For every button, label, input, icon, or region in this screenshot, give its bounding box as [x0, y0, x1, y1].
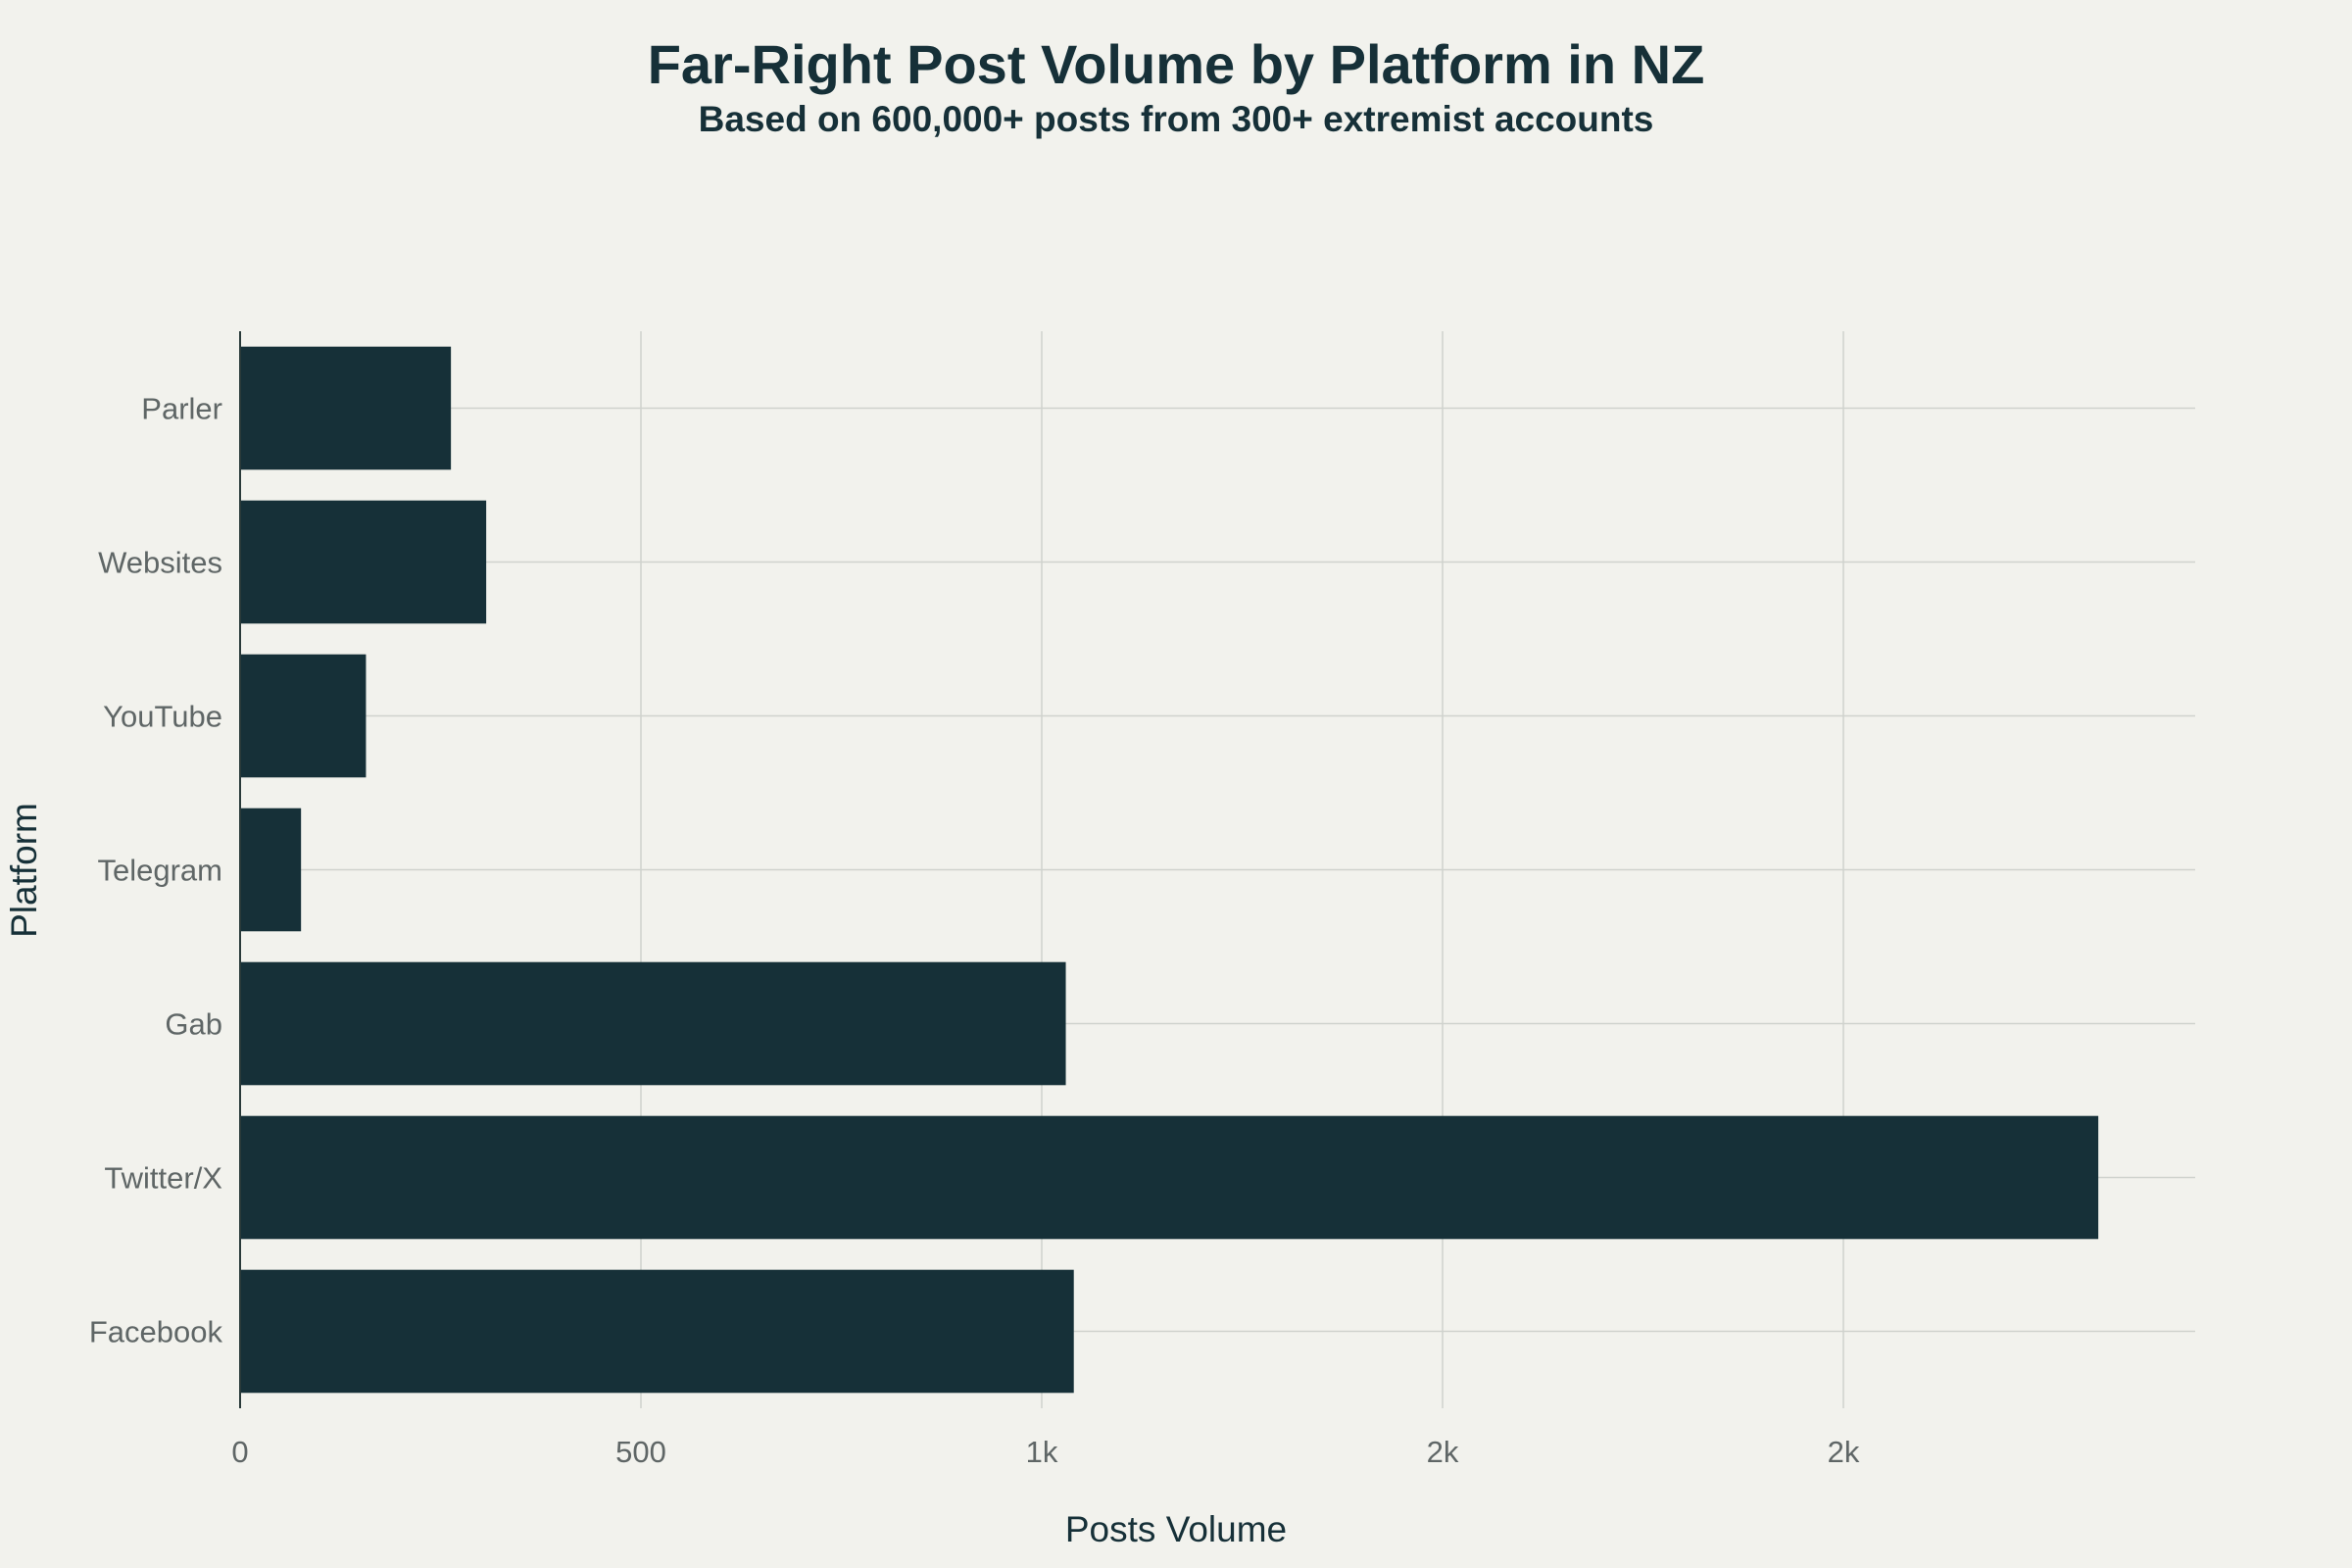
x-tick-label: 2k [1828, 1435, 1860, 1469]
x-axis-title: Posts Volume [1065, 1509, 1287, 1549]
y-axis-title: Platform [4, 803, 44, 938]
chart-title: Far-Right Post Volume by Platform in NZ [648, 33, 1705, 95]
y-tick-labels: Facebook Twitter/X Gab Telegram YouTube Websi… [89, 392, 223, 1349]
y-tick-label: Websites [98, 546, 222, 580]
bar-facebook [240, 1269, 1074, 1394]
bar-youtube [240, 654, 367, 778]
bars [240, 346, 2099, 1394]
x-tick-labels: 0 500 1k 2k 2k [231, 1435, 1859, 1469]
y-tick-label: Telegram [98, 854, 223, 888]
bar-telegram [240, 808, 302, 932]
x-tick-label: 500 [615, 1435, 666, 1469]
bar-twitter-x [240, 1115, 2099, 1240]
y-tick-label: Gab [165, 1007, 222, 1042]
bar-websites [240, 500, 487, 624]
y-tick-label: Twitter/X [104, 1161, 222, 1196]
y-tick-label: Facebook [89, 1315, 223, 1349]
x-tick-label: 1k [1026, 1435, 1058, 1469]
y-tick-label: Parler [141, 392, 222, 426]
x-tick-label: 0 [231, 1435, 248, 1469]
y-tick-label: YouTube [103, 700, 222, 734]
bar-parler [240, 346, 452, 470]
bar-gab [240, 961, 1066, 1086]
gridlines [240, 331, 2195, 1408]
chart-subtitle: Based on 600,000+ posts from 300+ extrem… [699, 99, 1654, 139]
x-tick-label: 2k [1427, 1435, 1459, 1469]
